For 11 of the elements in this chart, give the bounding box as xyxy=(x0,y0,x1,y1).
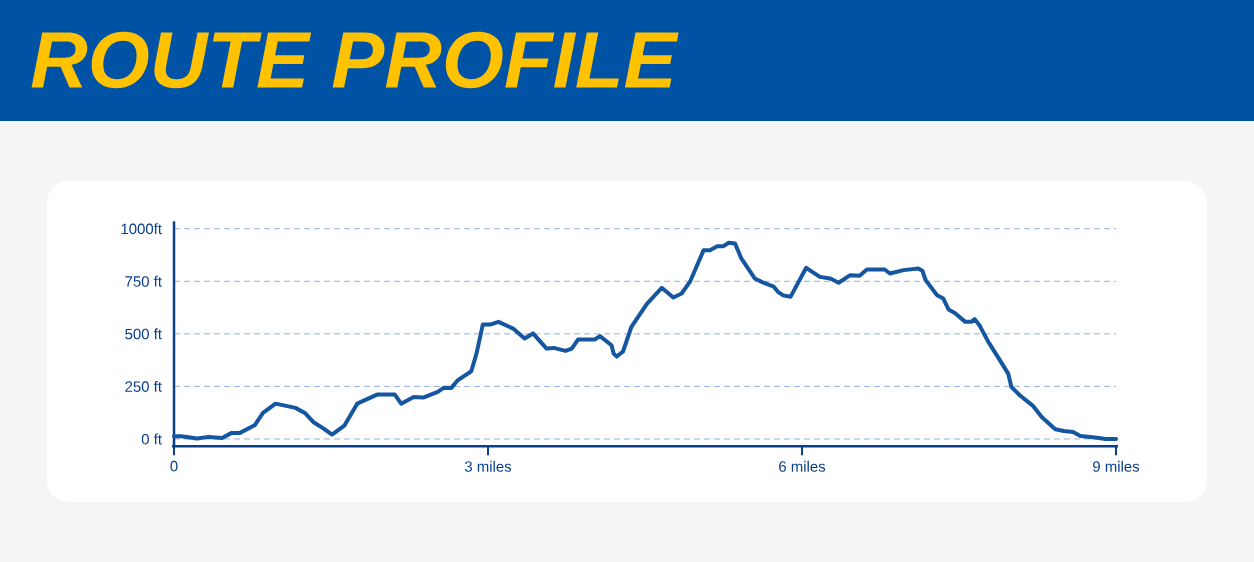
x-tick-label: 6 miles xyxy=(779,460,826,472)
y-tick-label: 0 ft xyxy=(141,433,162,445)
x-tick-label: 0 xyxy=(170,460,178,472)
x-tick-label: 9 miles xyxy=(1093,460,1140,472)
x-tick-label: 3 miles xyxy=(464,460,512,472)
y-tick-label: 250 ft xyxy=(125,380,162,392)
y-tick-label: 500 ft xyxy=(125,328,162,340)
y-tick-label: 1000ft xyxy=(121,223,162,235)
y-tick-label: 750 ft xyxy=(125,275,162,287)
line-series xyxy=(172,240,1118,441)
chart-title: ROUTE PROFILE xyxy=(31,31,679,89)
